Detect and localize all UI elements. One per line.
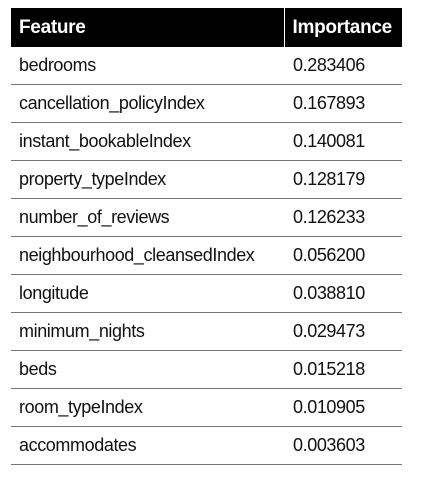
feature-importance-table-container: Feature Importance bedrooms 0.283406 can… [11, 8, 402, 465]
importance-cell: 0.010905 [284, 388, 402, 427]
header-row: Feature Importance [11, 8, 402, 47]
table-row: bedrooms 0.283406 [11, 47, 402, 85]
table-row: instant_bookableIndex 0.140081 [11, 122, 402, 161]
feature-importance-table: Feature Importance bedrooms 0.283406 can… [11, 8, 402, 465]
feature-cell: bedrooms [11, 47, 284, 85]
table-row: room_typeIndex 0.010905 [11, 388, 402, 427]
feature-cell: neighbourhood_cleansedIndex [11, 236, 284, 275]
table-header: Feature Importance [11, 8, 402, 47]
importance-cell: 0.140081 [284, 122, 402, 161]
feature-cell: number_of_reviews [11, 198, 284, 237]
header-importance: Importance [283, 8, 402, 47]
table-row: neighbourhood_cleansedIndex 0.056200 [11, 236, 402, 275]
feature-cell: minimum_nights [11, 312, 284, 351]
feature-cell: longitude [11, 274, 284, 313]
table-row: longitude 0.038810 [11, 274, 402, 313]
header-feature: Feature [11, 8, 284, 47]
table-row: beds 0.015218 [11, 350, 402, 389]
feature-cell: accommodates [11, 426, 284, 465]
table-body: bedrooms 0.283406 cancellation_policyInd… [11, 47, 402, 465]
importance-cell: 0.056200 [284, 236, 402, 275]
feature-cell: property_typeIndex [11, 160, 284, 199]
feature-cell: cancellation_policyIndex [11, 84, 284, 123]
importance-cell: 0.167893 [284, 84, 402, 123]
importance-cell: 0.015218 [284, 350, 402, 389]
importance-cell: 0.038810 [284, 274, 402, 313]
table-row: accommodates 0.003603 [11, 426, 402, 465]
importance-cell: 0.128179 [284, 160, 402, 199]
importance-cell: 0.283406 [284, 47, 402, 85]
feature-cell: room_typeIndex [11, 388, 284, 427]
feature-cell: beds [11, 350, 284, 389]
table-row: number_of_reviews 0.126233 [11, 198, 402, 237]
table-row: cancellation_policyIndex 0.167893 [11, 84, 402, 123]
importance-cell: 0.029473 [284, 312, 402, 351]
importance-cell: 0.003603 [284, 426, 402, 465]
feature-cell: instant_bookableIndex [11, 122, 284, 161]
importance-cell: 0.126233 [284, 198, 402, 237]
table-row: minimum_nights 0.029473 [11, 312, 402, 351]
table-row: property_typeIndex 0.128179 [11, 160, 402, 199]
